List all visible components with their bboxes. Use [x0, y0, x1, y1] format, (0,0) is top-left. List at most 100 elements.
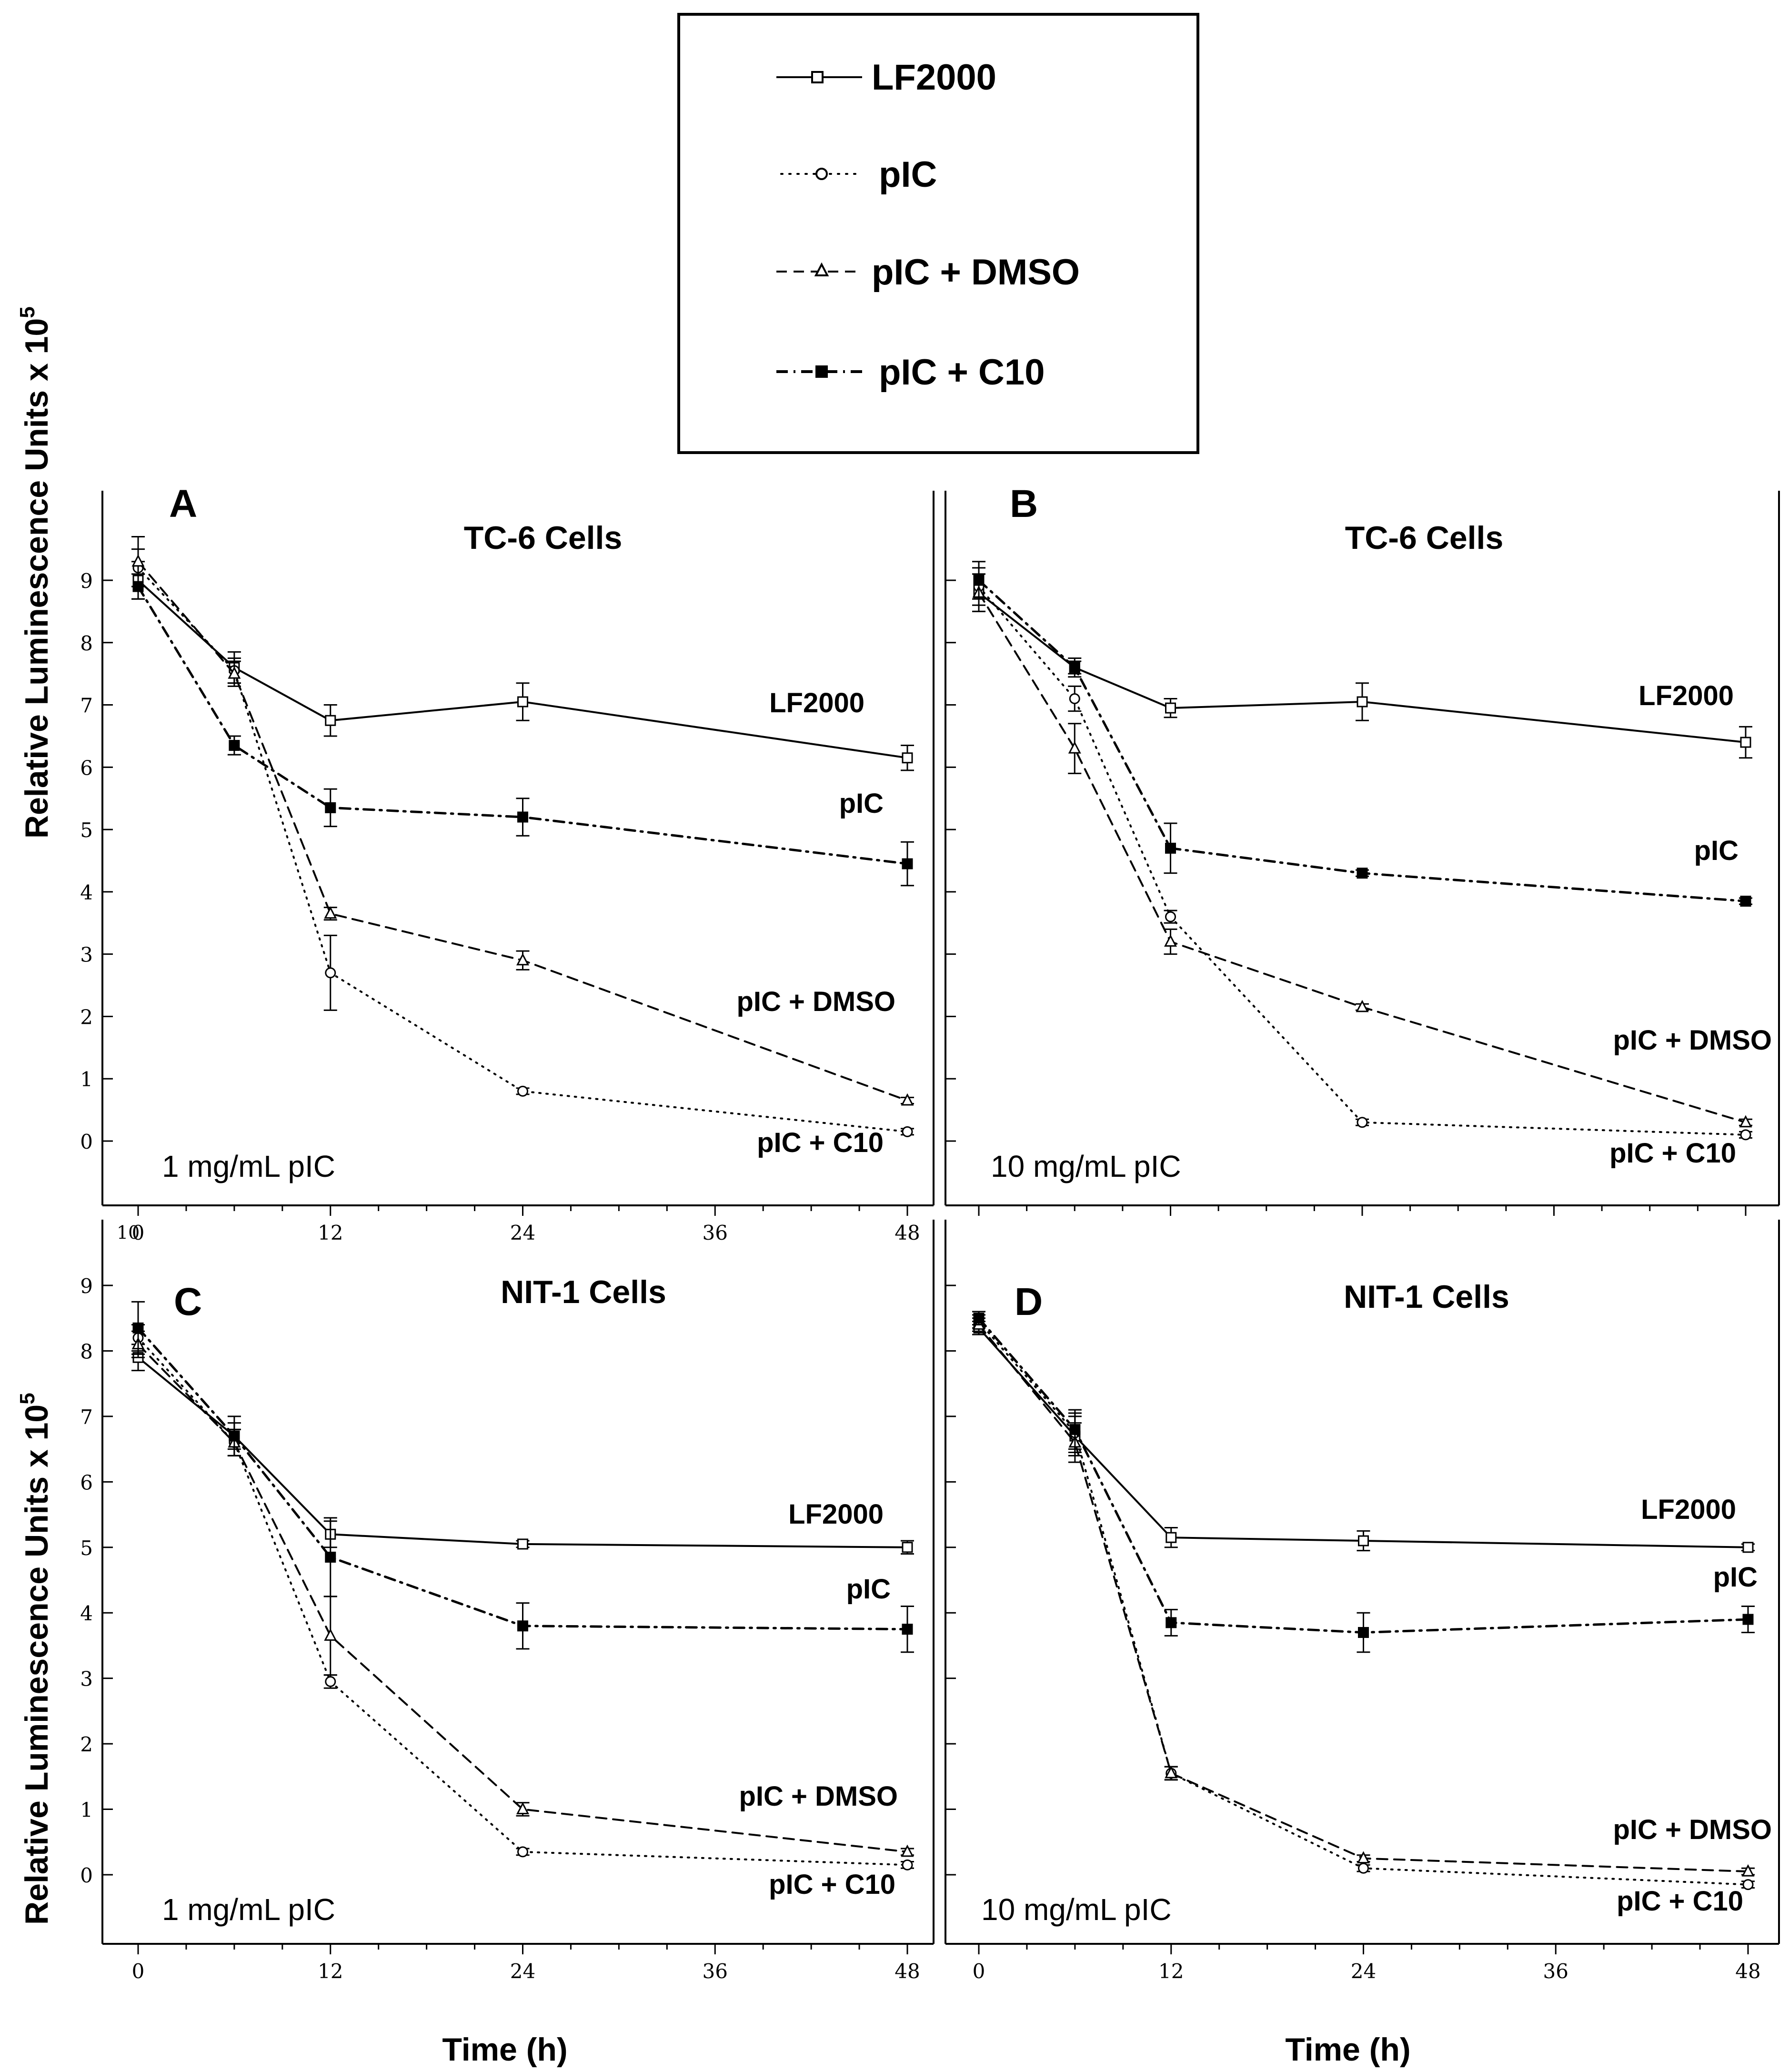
panel-d-point-pic-c10-1 — [1069, 1424, 1081, 1435]
panel-c-xtick-label-24: 24 — [510, 1960, 535, 1983]
panel-c-point-lf2000-3 — [517, 1538, 528, 1550]
legend-item-lf2000: LF2000 — [776, 57, 996, 98]
panel-c-series-label-lf2000: LF2000 — [788, 1499, 884, 1530]
panel-d-point-pic-c10-3 — [1358, 1627, 1369, 1638]
panel-c-xtick-label-48: 48 — [894, 1960, 920, 1983]
panel-d-point-lf2000-3 — [1358, 1535, 1369, 1546]
panel-c-ytick-label-6: 6 — [80, 1471, 93, 1494]
panel-a-point-pic-dmso-3 — [516, 953, 529, 966]
panel-c-xtick-label-36: 36 — [703, 1960, 728, 1983]
panel-a-series-pic-dmso — [131, 536, 914, 1106]
panel-a-ytick-label-4: 4 — [80, 881, 93, 904]
panel-b-point-pic-c10-0 — [973, 575, 985, 586]
legend-label-pic-c10: pIC + C10 — [879, 352, 1045, 393]
panel-b-point-pic-3 — [1357, 1117, 1368, 1128]
panel-a-ytick-label-0: 0 — [80, 1130, 93, 1153]
panel-c-xtick-label-0: 0 — [132, 1960, 145, 1983]
panel-d-line-lf2000 — [978, 1327, 1749, 1548]
panel-c-point-pic-c10-1 — [229, 1430, 240, 1442]
panel-b-point-lf2000-2 — [1165, 702, 1176, 714]
legend-box — [677, 13, 1199, 454]
panel-d-series-label-pic: pIC — [1713, 1562, 1758, 1593]
y-axis-title-top: Relative Luminescence Units x 105 — [16, 306, 55, 839]
panel-a-series-label-pic: pIC — [839, 788, 884, 819]
panel-a-ytick-label-2: 2 — [80, 1005, 93, 1029]
panel-c-ytick-label-4: 4 — [80, 1602, 93, 1625]
panel-d-point-pic-c10-4 — [1742, 1614, 1754, 1625]
panel-d-point-pic-dmso-3 — [1357, 1851, 1370, 1864]
panel-a-ytick-label-1: 1 — [80, 1068, 93, 1091]
panel-b-point-pic-1 — [1069, 693, 1080, 704]
legend-item-pic-c10: pIC + C10 — [776, 352, 1045, 393]
panel-d-xtick-label-24: 24 — [1351, 1960, 1376, 1983]
panel-d-xtick-label-0: 0 — [973, 1960, 985, 1983]
panel-a-point-pic-3 — [517, 1085, 528, 1097]
panel-b-point-pic-dmso-1 — [1068, 741, 1081, 754]
panel-a-xtick-label-0: 0 — [132, 1221, 145, 1244]
panel-c-ytick-label-1: 1 — [80, 1799, 93, 1822]
panel-b: B TC-6 Cells 10 mg/mL pIC LF2000 pIC pIC +… — [945, 482, 1780, 1216]
panel-d-xtick-label-12: 12 — [1158, 1960, 1184, 1983]
panel-c-xtick-label-12: 12 — [318, 1960, 343, 1983]
x-axis-title-right: Time (h) — [1285, 2032, 1410, 2068]
panel-a-point-pic-c10-2 — [325, 802, 336, 813]
panel-a-point-pic-dmso-0 — [131, 554, 145, 567]
legend-marker-pic — [815, 168, 828, 180]
panel-c-series-pic-dmso — [131, 1330, 914, 1857]
panel-b-point-pic-c10-3 — [1357, 868, 1368, 879]
panel-c-point-lf2000-4 — [902, 1542, 913, 1553]
panel-b-series-pic-c10 — [972, 561, 1752, 907]
panel-d-series-pic-c10 — [972, 1311, 1755, 1653]
panel-c-point-pic-4 — [902, 1859, 913, 1870]
panel-c-series-pic-c10 — [131, 1301, 914, 1653]
panel-a-point-pic-c10-1 — [229, 740, 240, 751]
panel-b-point-lf2000-3 — [1357, 696, 1368, 708]
panel-c-point-pic-c10-3 — [517, 1620, 528, 1632]
panel-d-series-label-lf2000: LF2000 — [1641, 1494, 1736, 1525]
panel-c-series-label-pic: pIC — [846, 1574, 891, 1605]
panel-c-ytick-label-7: 7 — [80, 1405, 93, 1429]
legend-label-pic-dmso: pIC + DMSO — [872, 252, 1080, 293]
panel-d-series-pic-dmso — [972, 1317, 1755, 1877]
panel-a-point-lf2000-4 — [902, 752, 913, 764]
panel-d-point-pic-3 — [1358, 1862, 1369, 1874]
panel-a-point-lf2000-2 — [325, 715, 336, 726]
panel-a-point-pic-dmso-4 — [901, 1093, 914, 1106]
panel-b-point-pic-c10-2 — [1165, 842, 1176, 854]
panel-d-title: NIT-1 Cells — [1344, 1279, 1509, 1315]
panel-c-point-pic-dmso-4 — [901, 1844, 914, 1857]
legend-item-pic: pIC — [780, 154, 937, 195]
panel-d-point-lf2000-2 — [1166, 1532, 1177, 1543]
panel-a-series-pic — [131, 548, 914, 1137]
panel-c-concentration: 1 mg/mL pIC — [162, 1892, 335, 1927]
panel-a-ytick-label-7: 7 — [80, 694, 93, 718]
panel-c-line-pic-c10 — [137, 1326, 909, 1631]
legend-marker-pic-c10 — [815, 365, 828, 378]
panel-b-series-label-lf2000: LF2000 — [1638, 680, 1734, 711]
panel-d: D NIT-1 Cells 10 mg/mL pIC 0 12 24 36 48 LF20… — [945, 1220, 1780, 1983]
panel-a-xtick-label-12: 12 — [318, 1221, 343, 1244]
panel-a-ytick-label-9: 9 — [80, 569, 93, 593]
panel-b-point-pic-c10-1 — [1069, 662, 1080, 673]
panel-b-series-label-pic-dmso: pIC + DMSO — [1613, 1025, 1772, 1056]
panel-c-point-pic-c10-4 — [902, 1624, 913, 1635]
panel-d-series-label-pic-c10: pIC + C10 — [1617, 1886, 1743, 1917]
panel-c-point-pic-3 — [517, 1846, 528, 1858]
panel-a-line-pic-c10 — [137, 585, 909, 865]
legend-marker-lf2000 — [811, 71, 824, 83]
panel-b-point-pic-2 — [1165, 911, 1176, 922]
panel-a-series-label-pic-c10: pIC + C10 — [757, 1127, 884, 1158]
legend: LF2000 pIC pIC + DMSO pIC + C10 — [677, 13, 1199, 454]
panel-c-point-pic-dmso-3 — [516, 1802, 529, 1815]
panel-d-point-lf2000-4 — [1742, 1542, 1754, 1553]
panel-a-series-pic-c10 — [131, 573, 914, 887]
panel-a-series-label-lf2000: LF2000 — [769, 687, 864, 718]
panel-a-point-pic-c10-0 — [132, 581, 144, 592]
panel-b-point-pic-c10-4 — [1740, 896, 1751, 907]
panel-c-ytick-label-8: 8 — [80, 1340, 93, 1363]
panel-c-title: NIT-1 Cells — [501, 1274, 666, 1310]
panel-c-ytick-label-0: 0 — [80, 1864, 93, 1887]
panel-d-point-pic-c10-0 — [973, 1313, 985, 1324]
